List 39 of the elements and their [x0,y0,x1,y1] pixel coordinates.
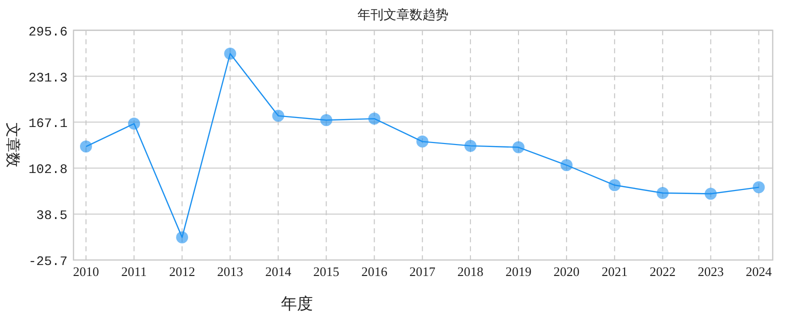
point [176,231,188,244]
y-tick-label: 38.5 [36,208,68,224]
point [608,179,621,192]
x-tick-label: 2019 [505,264,532,279]
point [368,112,380,125]
point [272,110,284,122]
point [224,48,236,60]
point [80,140,92,153]
x-tick-label: 2012 [169,264,196,279]
point [704,188,717,200]
y-tick-label: 295.6 [28,24,68,40]
point [464,140,476,152]
x-tick-label: 2011 [121,264,147,279]
x-tick-label: 2021 [602,264,628,279]
y-axis-title: 文章数 [4,122,21,168]
point [320,114,332,126]
y-tick-label: 167.1 [28,116,68,132]
point [656,187,669,200]
x-tick-label: 2010 [72,264,99,279]
y-tick-label: 102.8 [28,162,68,178]
x-tick-label: 2013 [217,264,244,279]
x-tick-label: 2022 [650,264,676,279]
x-tick-label: 2017 [409,264,436,279]
point [752,181,765,194]
point [560,159,573,172]
y-tick-label: -25.7 [28,254,68,269]
x-tick-label: 2018 [457,264,484,279]
x-tick-label: 2020 [554,264,580,279]
x-tick-label: 2014 [265,264,292,279]
x-tick-label: 2023 [698,264,724,279]
point [416,136,428,148]
point [128,118,140,130]
y-tick-label: 231.3 [28,70,68,86]
point [512,141,524,154]
chart-title: 年刊文章数趋势 [358,7,449,22]
x-tick-label: 2024 [746,264,772,279]
x-tick-label: 2015 [313,264,340,279]
x-tick-label: 2016 [361,264,388,279]
x-axis-title: 年度 [281,295,313,313]
